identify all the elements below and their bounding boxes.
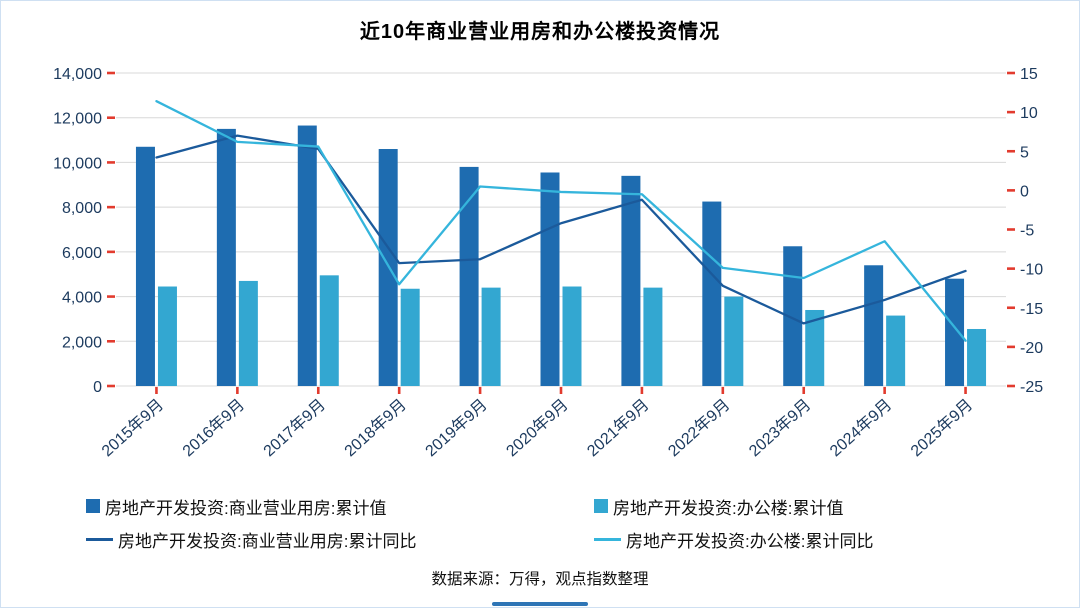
x-axis-tick-label: 2024年9月 xyxy=(826,396,895,461)
bar-office_value xyxy=(400,288,420,386)
line-office_yoy xyxy=(155,100,967,342)
line-commercial_yoy xyxy=(155,134,967,325)
left-axis-tick-label: 12,000 xyxy=(53,111,102,128)
bottom-accent-rule xyxy=(492,602,588,606)
bar-office_value xyxy=(157,286,177,386)
legend-line-commercial_yoy xyxy=(86,537,113,541)
bar-commercial_value xyxy=(945,278,965,386)
bar-commercial_value xyxy=(135,146,155,386)
right-axis-tick-label: -15 xyxy=(1020,301,1043,318)
legend-item-office_yoy: 房地产开发投资:办公楼:累计同比 xyxy=(594,526,1046,552)
legend-label: 房地产开发投资:商业营业用房:累计同比 xyxy=(118,531,417,551)
right-axis-tick-label: 15 xyxy=(1020,66,1038,83)
bar-office_value xyxy=(319,275,339,386)
left-axis-tick-label: 0 xyxy=(93,379,102,396)
bar-commercial_value xyxy=(621,175,641,386)
legend-label: 房地产开发投资:办公楼:累计同比 xyxy=(626,531,874,551)
left-axis-tick-label: 2,000 xyxy=(62,334,102,351)
x-axis-tick-label: 2020年9月 xyxy=(503,396,572,461)
legend-square-commercial_value xyxy=(86,499,100,513)
bar-office_value xyxy=(967,328,987,386)
right-axis-tick-label: -25 xyxy=(1020,379,1043,396)
x-axis-tick-label: 2025年9月 xyxy=(907,396,976,461)
x-axis-tick-label: 2018年9月 xyxy=(341,396,410,461)
x-axis-tick-label: 2021年9月 xyxy=(584,396,653,461)
bar-commercial_value xyxy=(864,265,884,386)
bar-office_value xyxy=(805,309,825,386)
x-axis-tick-label: 2016年9月 xyxy=(179,396,248,461)
bar-commercial_value xyxy=(297,125,317,387)
x-axis-tick-label: 2017年9月 xyxy=(260,396,329,461)
bar-office_value xyxy=(481,287,501,386)
legend-item-office_value: 房地产开发投资:办公楼:累计值 xyxy=(594,493,1046,519)
legend-item-commercial_yoy: 房地产开发投资:商业营业用房:累计同比 xyxy=(86,526,594,552)
right-axis-tick-label: -20 xyxy=(1020,340,1043,357)
right-axis-tick-label: -10 xyxy=(1020,262,1043,279)
x-axis-tick-label: 2023年9月 xyxy=(746,396,815,461)
x-axis-tick-label: 2015年9月 xyxy=(98,396,167,461)
legend-label: 房地产开发投资:办公楼:累计值 xyxy=(613,498,844,518)
left-axis-tick-label: 6,000 xyxy=(62,245,102,262)
legend-square-office_value xyxy=(594,499,608,513)
left-axis-tick-label: 10,000 xyxy=(53,155,102,172)
source-note: 数据来源：万得，观点指数整理 xyxy=(431,571,649,588)
legend-item-commercial_value: 房地产开发投资:商业营业用房:累计值 xyxy=(86,493,594,519)
chart-legend: 房地产开发投资:商业营业用房:累计值 房地产开发投资:办公楼:累计值房地产开发投资… xyxy=(86,493,1046,552)
bar-office_value xyxy=(562,286,582,386)
bar-commercial_value xyxy=(459,166,479,386)
x-axis-tick-label: 2022年9月 xyxy=(665,396,734,461)
right-axis-tick-label: 0 xyxy=(1020,183,1029,200)
bar-commercial_value xyxy=(702,201,722,386)
x-axis-tick-label: 2019年9月 xyxy=(422,396,491,461)
bar-office_value xyxy=(238,280,258,386)
legend-line-office_yoy xyxy=(594,537,621,541)
left-axis-tick-label: 4,000 xyxy=(62,290,102,307)
bar-office_value xyxy=(724,296,744,386)
bar-commercial_value xyxy=(540,172,560,386)
right-axis-tick-label: -5 xyxy=(1020,223,1034,240)
chart-title: 近10年商业营业用房和办公楼投资情况 xyxy=(359,21,721,43)
bar-office_value xyxy=(643,287,663,386)
bar-commercial_value xyxy=(783,246,803,386)
left-axis-tick-label: 14,000 xyxy=(53,66,102,83)
combo-chart-canvas: 0 2,000 4,000 6,000 8,000 10,000 12,000 14,000 -… xyxy=(53,66,1043,461)
right-axis-tick-label: 5 xyxy=(1020,144,1029,161)
left-axis-tick-label: 8,000 xyxy=(62,200,102,217)
bar-commercial_value xyxy=(216,128,236,386)
legend-label: 房地产开发投资:商业营业用房:累计值 xyxy=(105,498,387,518)
bar-office_value xyxy=(886,315,906,386)
right-axis-tick-label: 10 xyxy=(1020,105,1038,122)
